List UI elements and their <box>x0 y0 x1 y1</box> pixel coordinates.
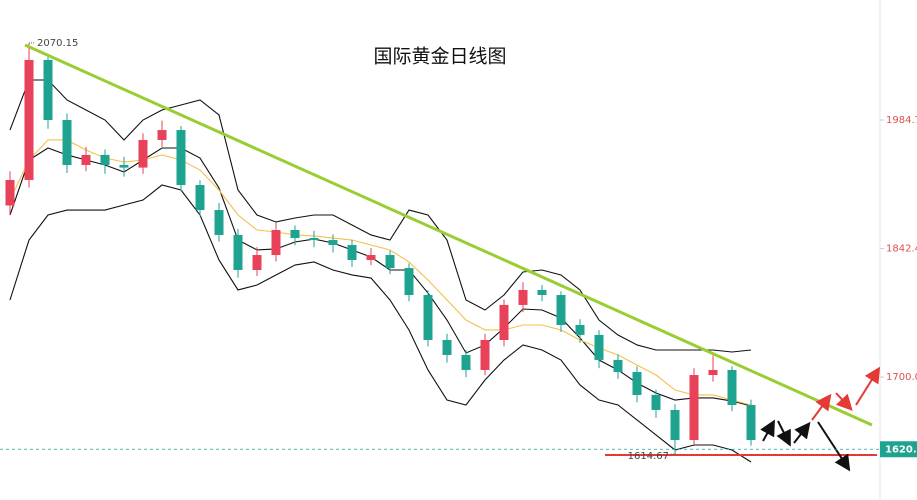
candle-body <box>176 130 186 186</box>
low-label: 1614.67 <box>628 451 669 462</box>
candle-body <box>157 130 167 140</box>
arrow <box>776 420 791 447</box>
candle-body <box>651 394 661 410</box>
candle-body <box>214 210 224 235</box>
candle-body <box>100 154 110 165</box>
last-price-tag <box>880 441 917 458</box>
candle-body <box>499 304 509 340</box>
arrow <box>855 366 881 406</box>
candle-body <box>119 164 129 168</box>
candle-body <box>727 369 737 406</box>
indicator-line <box>9 139 752 406</box>
candle-body <box>461 354 471 370</box>
candle-body <box>385 255 395 269</box>
candle-body <box>81 154 91 165</box>
candle-body <box>518 289 528 305</box>
candle-body <box>195 185 205 211</box>
candle-body <box>613 359 623 373</box>
candle-body <box>632 372 642 395</box>
candle-body <box>556 295 566 325</box>
candle-body <box>328 240 338 245</box>
candle-body <box>347 244 357 260</box>
candle-body <box>594 334 604 360</box>
candle-body <box>366 255 376 260</box>
candle-body <box>423 295 433 340</box>
candle-body <box>233 234 243 271</box>
candle-body <box>138 139 148 168</box>
arrow <box>760 419 775 442</box>
candle-body <box>404 268 414 296</box>
candle-body <box>5 179 15 206</box>
plot <box>5 42 756 463</box>
candle-body <box>309 238 319 241</box>
y-tick-label: 1984.7 <box>886 115 917 126</box>
indicator-line <box>9 147 752 407</box>
high-label: 2070.15 <box>37 38 78 49</box>
trend-line <box>24 43 873 427</box>
chart-title: 国际黄金日线图 <box>373 46 506 68</box>
candle-body <box>689 375 699 441</box>
indicator-line <box>9 184 752 463</box>
candle-body <box>670 409 680 441</box>
candle-body <box>708 369 718 376</box>
arrow <box>793 421 811 444</box>
candle-body <box>252 255 262 271</box>
candle-body <box>442 339 452 355</box>
y-tick-label: 1842.4 <box>886 244 917 255</box>
candle-body <box>43 59 53 121</box>
candle-body <box>290 229 300 239</box>
candle-body <box>746 405 756 441</box>
candle-body <box>575 324 585 335</box>
candle-body <box>480 339 490 370</box>
arrow <box>811 393 832 421</box>
candle-body <box>271 229 281 256</box>
arrow <box>835 392 853 411</box>
arrows <box>760 366 881 472</box>
arrow <box>817 421 851 472</box>
candle-body <box>537 289 547 296</box>
candle-body <box>62 120 72 165</box>
last-price-label: 1620.1 <box>885 444 917 455</box>
indicator-line <box>9 79 752 353</box>
candle-body <box>24 59 34 180</box>
y-tick-label: 1700.0 <box>886 372 917 383</box>
